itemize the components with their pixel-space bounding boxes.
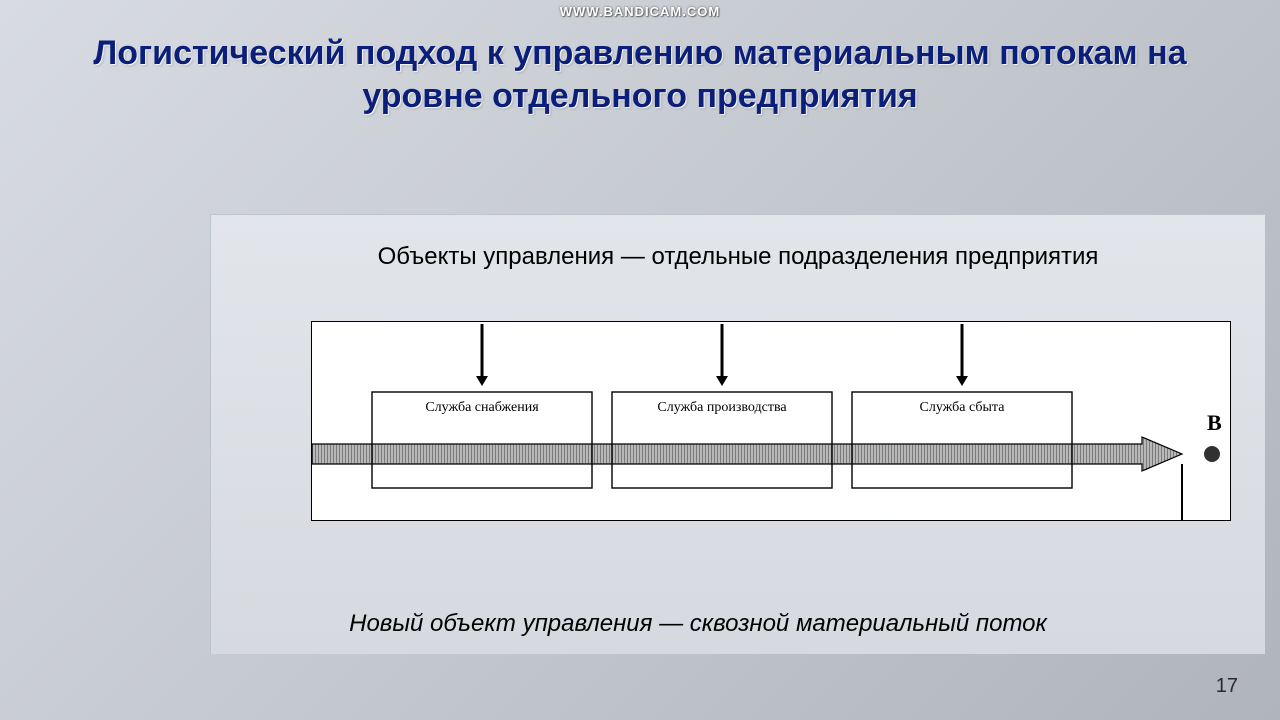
box-label: Служба производства [618,400,826,416]
page-number: 17 [1216,675,1238,698]
content-panel: Объекты управления — отдельные подраздел… [210,214,1265,654]
watermark: WWW.BANDICAM.COM [560,4,720,19]
flow-diagram [312,322,1252,532]
subtitle-top: Объекты управления — отдельные подраздел… [211,243,1265,271]
target-B-label: B [1207,410,1222,436]
subtitle-bottom: Новый объект управления — сквозной матер… [211,608,1185,640]
box-label: Служба снабжения [378,400,586,416]
box-label: Служба сбыта [858,400,1066,416]
diagram-container: Служба снабжения Служба производства Служб… [311,321,1231,521]
slide-title: Логистический подход к управлению матери… [0,0,1280,127]
